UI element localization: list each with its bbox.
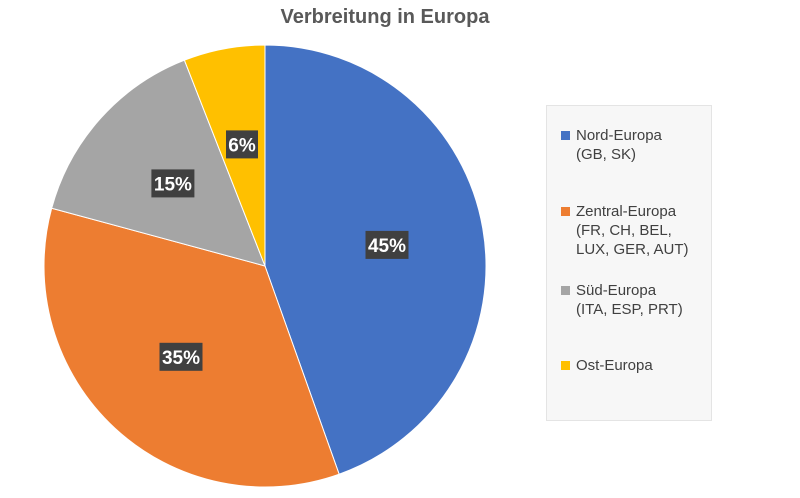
legend-label-line: Nord-Europa bbox=[576, 127, 662, 144]
data-label-ost-europa: 6% bbox=[226, 130, 258, 159]
legend-swatch bbox=[561, 131, 570, 140]
pie-data-labels: 45% 35% 15% 6% bbox=[151, 130, 409, 371]
legend-label-line: (FR, CH, BEL, bbox=[576, 222, 672, 239]
pie-slice-ost-europa bbox=[183, 44, 266, 267]
legend-entry-s-d-europa: Süd-Europa (ITA, ESP, PRT) bbox=[561, 281, 683, 319]
data-label-nord-europa: 45% bbox=[365, 230, 409, 259]
data-label-zentral-europa: 35% bbox=[159, 342, 203, 371]
legend-label-line: LUX, GER, AUT) bbox=[576, 241, 689, 258]
pie-slice-nord-europa bbox=[264, 44, 487, 475]
pie-slices bbox=[43, 44, 487, 488]
legend-swatch bbox=[561, 207, 570, 216]
legend-label-line: (ITA, ESP, PRT) bbox=[576, 301, 683, 318]
svg-text:15%: 15% bbox=[154, 174, 192, 195]
svg-text:45%: 45% bbox=[368, 236, 406, 257]
legend-label-line: (GB, SK) bbox=[576, 146, 637, 163]
legend-swatch bbox=[561, 286, 570, 295]
legend-label: Süd-Europa (ITA, ESP, PRT) bbox=[576, 281, 683, 319]
chart-title: Verbreitung in Europa bbox=[280, 6, 490, 28]
svg-text:6%: 6% bbox=[228, 135, 256, 156]
legend-label-line: Ost-Europa bbox=[576, 357, 653, 374]
legend-label-line: Zentral-Europa bbox=[576, 203, 677, 220]
legend-label-line: Süd-Europa bbox=[576, 282, 657, 299]
legend-swatch bbox=[561, 361, 570, 370]
legend-label: Nord-Europa (GB, SK) bbox=[576, 126, 662, 164]
data-label-s-d-europa: 15% bbox=[151, 169, 195, 198]
legend-label: Ost-Europa bbox=[576, 356, 653, 375]
legend-entry-zentral-europa: Zentral-Europa (FR, CH, BEL, LUX, GER, AUT… bbox=[561, 202, 689, 259]
legend-entry-ost-europa: Ost-Europa bbox=[561, 356, 653, 375]
legend-label: Zentral-Europa (FR, CH, BEL, LUX, GER, AUT… bbox=[576, 202, 689, 259]
legend: Nord-Europa (GB, SK) Zentral-Europa (FR, CH… bbox=[546, 105, 712, 421]
legend-entry-nord-europa: Nord-Europa (GB, SK) bbox=[561, 126, 662, 164]
pie-slice-s-d-europa bbox=[51, 59, 266, 267]
svg-text:35%: 35% bbox=[162, 348, 200, 369]
